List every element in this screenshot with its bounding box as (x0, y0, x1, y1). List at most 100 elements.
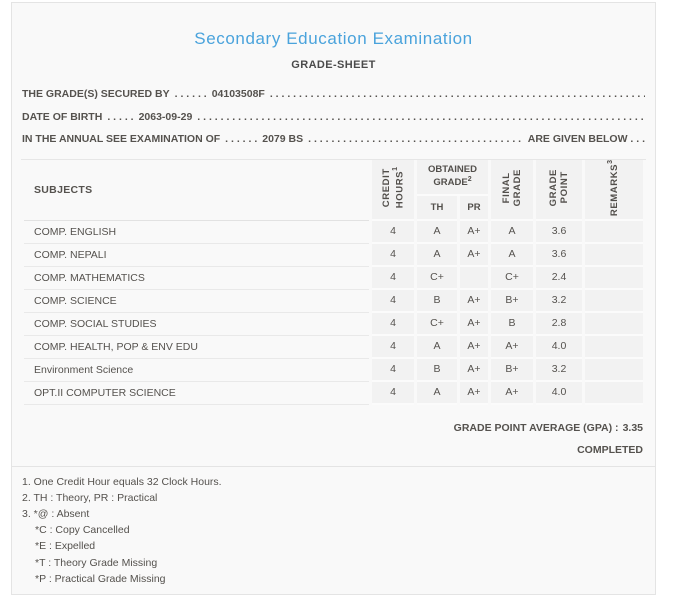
th-grade-cell: C+ (416, 312, 457, 336)
table-row: COMP. ENGLISH 4 A A+ A 3.6 (24, 220, 643, 244)
header-text: OBTAINED GRADE (428, 164, 477, 189)
table-row: OPT.II COMPUTER SCIENCE 4 A A+ A+ 4.0 (24, 381, 643, 405)
footnote: *C : Copy Cancelled (35, 524, 130, 537)
credit-cell: 4 (371, 266, 414, 290)
final-grade-header: FINAL GRADE (491, 159, 533, 221)
gpa-line: GRADE POINT AVERAGE (GPA) : 3.35 (24, 422, 643, 434)
pr-grade-cell: A+ (459, 381, 488, 405)
final-grade-cell: B+ (491, 289, 533, 313)
th-grade-cell: A (416, 243, 457, 267)
credit-cell: 4 (371, 358, 414, 382)
th-grade-cell: A (416, 220, 457, 244)
summary-section: GRADE POINT AVERAGE (GPA) : 3.35 COMPLET… (12, 422, 655, 456)
table-row: Environment Science 4 B A+ B+ 3.2 (24, 358, 643, 382)
header-text: GRADE (512, 168, 523, 207)
gpa-label: GRADE POINT AVERAGE (GPA) : (453, 421, 619, 434)
footnote-ref: 1 (391, 166, 399, 171)
practical-header: PR (459, 195, 488, 221)
credit-cell: 4 (371, 335, 414, 359)
exam-year-value: 2079 BS (262, 133, 304, 145)
remarks-cell (585, 243, 643, 267)
grade-point-cell: 3.2 (536, 358, 582, 382)
pr-grade-cell: A+ (459, 220, 488, 244)
dots: . . . . . . . . . . . . . . . . . . . . … (269, 88, 645, 100)
subject-cell: COMP. SCIENCE (24, 289, 369, 313)
subject-cell: COMP. SOCIAL STUDIES (24, 312, 369, 336)
info-label: IN THE ANNUAL SEE EXAMINATION OF (22, 133, 221, 145)
pr-grade-cell: A+ (459, 335, 488, 359)
theory-header: TH (416, 195, 457, 221)
footnote-ref: 3 (607, 159, 615, 164)
final-grade-cell: B+ (491, 358, 533, 382)
credit-cell: 4 (371, 220, 414, 244)
grade-sheet-page: Secondary Education Examination GRADE-SH… (11, 2, 656, 595)
grade-point-cell: 3.6 (536, 220, 582, 244)
dots: . . . . . . . . . . . . . . . . . . . . … (308, 133, 523, 145)
remarks-cell (585, 312, 643, 336)
grades-table: SUBJECTS CREDIT HOURS1 OBTAINED GRADE2 FI… (21, 158, 646, 405)
dots: . . . . . . . . . . . . . . . . . . . . … (197, 110, 645, 123)
obtained-grade-header: OBTAINED GRADE2 (416, 159, 488, 196)
candidate-info: THE GRADE(S) SECURED BY . . . . . . 041035… (12, 83, 655, 151)
pr-grade-cell: A+ (459, 312, 488, 336)
pr-grade-cell (459, 266, 488, 290)
grade-point-cell: 2.4 (536, 266, 582, 290)
gpa-value: 3.35 (622, 421, 643, 434)
pr-grade-cell: A+ (459, 358, 488, 382)
table-header-row: SUBJECTS CREDIT HOURS1 OBTAINED GRADE2 FI… (24, 159, 643, 221)
info-label: DATE OF BIRTH (22, 110, 103, 123)
header-text: GRADE (547, 168, 559, 207)
info-line-symbol-number: THE GRADE(S) SECURED BY . . . . . . 041035… (22, 83, 645, 106)
th-grade-cell: B (416, 289, 457, 313)
table-row: COMP. MATHEMATICS 4 C+ C+ 2.4 (24, 266, 643, 290)
th-grade-cell: A (416, 381, 457, 405)
th-grade-cell: B (416, 358, 457, 382)
remarks-cell (585, 358, 643, 382)
subject-cell: COMP. NEPALI (24, 243, 369, 267)
subject-cell: COMP. ENGLISH (24, 220, 369, 244)
subject-cell: Environment Science (24, 358, 369, 382)
symbol-number-value: 04103508F (211, 88, 265, 100)
pr-grade-cell: A+ (459, 243, 488, 267)
footnote: *T : Theory Grade Missing (35, 556, 158, 569)
grade-point-cell: 3.2 (536, 289, 582, 313)
pr-grade-cell: A+ (459, 289, 488, 313)
info-suffix: ARE GIVEN BELOW . . . (527, 133, 645, 145)
remarks-cell (585, 266, 643, 290)
info-line-exam-year: IN THE ANNUAL SEE EXAMINATION OF . . . . … (22, 128, 645, 151)
final-grade-cell: A+ (491, 381, 533, 405)
remarks-cell (585, 220, 643, 244)
dots: . . . . . . (174, 88, 207, 100)
page-subtitle: GRADE-SHEET (291, 59, 376, 71)
footnote: 2. TH : Theory, PR : Practical (22, 491, 158, 504)
table-row: COMP. SOCIAL STUDIES 4 C+ A+ B 2.8 (24, 312, 643, 336)
footnote: *E : Expelled (35, 540, 96, 553)
credit-cell: 4 (371, 381, 414, 405)
footnote: 3. *@ : Absent (22, 508, 90, 521)
subject-cell: COMP. MATHEMATICS (24, 266, 369, 290)
grade-point-cell: 3.6 (536, 243, 582, 267)
credit-cell: 4 (371, 312, 414, 336)
table-row: COMP. NEPALI 4 A A+ A 3.6 (24, 243, 643, 267)
remarks-cell (585, 289, 643, 313)
date-of-birth-value: 2063-09-29 (138, 110, 193, 123)
subject-cell: COMP. HEALTH, POP & ENV EDU (24, 335, 369, 359)
status-badge: COMPLETED (577, 443, 643, 456)
table-subheader-row: TH PR (24, 195, 643, 221)
footnotes: 1. One Credit Hour equals 32 Clock Hours… (12, 474, 655, 587)
dots: . . . . . . (225, 133, 258, 145)
subjects-header: SUBJECTS (24, 159, 369, 221)
header-text: CREDIT (380, 168, 392, 208)
remarks-cell (585, 381, 643, 405)
final-grade-cell: A (491, 243, 533, 267)
th-grade-cell: C+ (416, 266, 457, 290)
subject-cell: OPT.II COMPUTER SCIENCE (24, 381, 369, 405)
grades-table-section: SUBJECTS CREDIT HOURS1 OBTAINED GRADE2 FI… (12, 158, 655, 405)
grade-point-cell: 4.0 (536, 381, 582, 405)
table-row: COMP. HEALTH, POP & ENV EDU 4 A A+ A+ 4.… (24, 335, 643, 359)
credit-cell: 4 (371, 243, 414, 267)
final-grade-cell: A (491, 220, 533, 244)
grade-point-cell: 2.8 (536, 312, 582, 336)
credit-cell: 4 (371, 289, 414, 313)
th-grade-cell: A (416, 335, 457, 359)
